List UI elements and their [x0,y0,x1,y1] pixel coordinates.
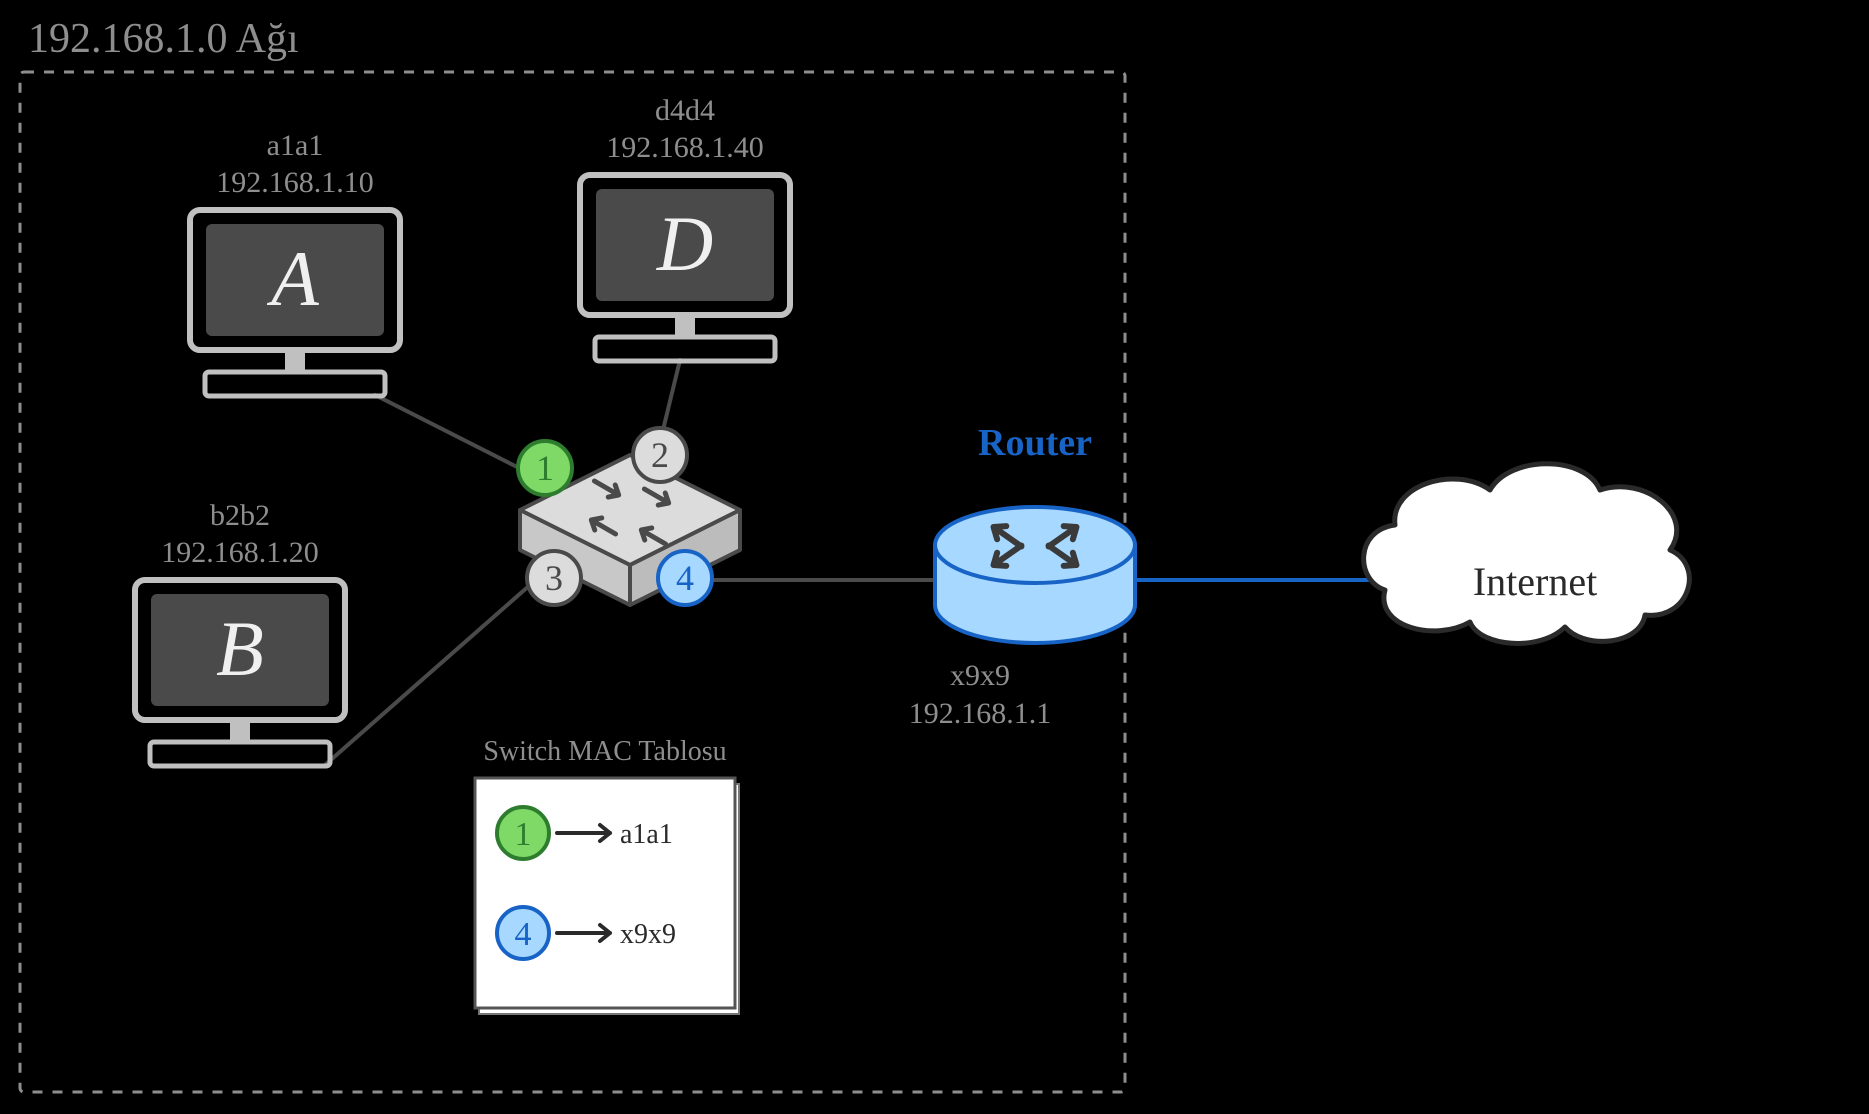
switch-port-label: 2 [651,435,669,475]
mac-table-mac: a1a1 [620,819,673,850]
mac-table-port-number: 1 [515,816,532,853]
mac-table-title: Switch MAC Tablosu [483,736,726,767]
router-mac-label: x9x9 [950,659,1010,692]
host-ip-label: 192.168.1.20 [161,536,319,569]
host-mac-label: a1a1 [267,129,324,162]
host-letter: A [266,235,319,322]
host-ip-label: 192.168.1.10 [216,166,374,199]
host-mac-label: b2b2 [210,499,270,532]
internet-cloud: Internet [1364,464,1690,644]
host-letter: B [216,605,264,692]
network-title: 192.168.1.0 Ağı [28,16,299,62]
switch-port-label: 3 [545,558,563,598]
host-letter: D [656,200,713,287]
router-ip-label: 192.168.1.1 [909,697,1052,730]
mac-table: Switch MAC Tablosu 1 a1a1 4 x9x9 [475,736,739,1014]
switch-port-label: 1 [536,448,554,488]
host-ip-label: 192.168.1.40 [606,131,764,164]
host-mac-label: d4d4 [655,94,715,127]
mac-table-mac: x9x9 [620,919,676,950]
switch-port-label: 4 [676,558,694,598]
router-label: Router [978,422,1092,464]
mac-table-port-number: 4 [515,916,532,953]
internet-label: Internet [1473,559,1597,604]
